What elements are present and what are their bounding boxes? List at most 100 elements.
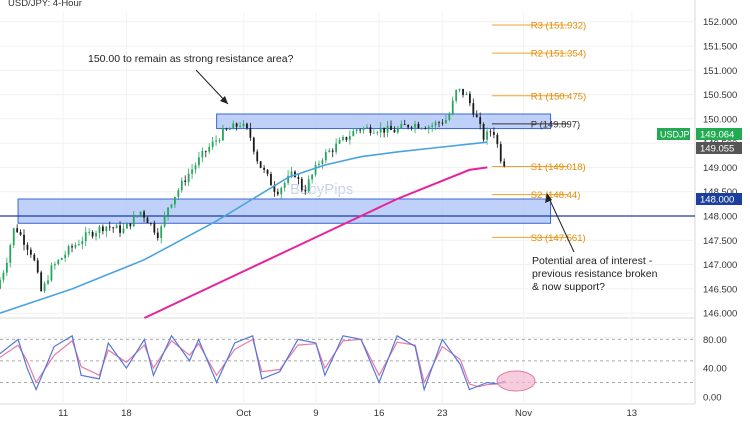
- candle-body: [108, 226, 111, 228]
- symbol-tag: [657, 128, 690, 140]
- candle-body: [390, 125, 392, 131]
- price-tick-label: 150.500: [703, 90, 737, 101]
- candle-body: [81, 241, 84, 245]
- zones: [0, 113, 695, 224]
- stoch-rsi-panel: [0, 334, 695, 392]
- candle-body: [23, 234, 25, 245]
- candle-body: [345, 136, 348, 140]
- candle-body: [16, 228, 19, 233]
- candle-body: [348, 136, 351, 140]
- candle-body: [9, 245, 12, 263]
- candle-body: [420, 128, 423, 129]
- bid-price-tag: [696, 142, 742, 154]
- candle-body: [458, 88, 461, 91]
- level-148-value: 148.000: [700, 195, 734, 206]
- candle-body: [29, 249, 32, 255]
- time-tick-label: 9: [313, 408, 318, 419]
- time-tick-label: 13: [627, 408, 638, 419]
- candle-body: [417, 123, 420, 129]
- ma-slow-line: [143, 166, 488, 319]
- candle-body: [146, 217, 149, 224]
- ma-fast-line: [0, 141, 488, 314]
- candle-body: [235, 123, 238, 127]
- pivot-label-s2: S2 (148.44): [531, 190, 581, 201]
- candle-body: [414, 123, 416, 128]
- time-axis: 11 18 Oct 9 16 23 Nov 13: [58, 408, 637, 419]
- candle-body: [191, 169, 193, 174]
- candle-body: [132, 216, 135, 227]
- candle-body: [77, 244, 80, 246]
- candle-body: [465, 93, 468, 95]
- candle-body: [482, 124, 485, 140]
- candle-body: [167, 207, 169, 216]
- candle-body: [273, 185, 276, 192]
- candle-body: [386, 125, 389, 133]
- candle-body: [33, 254, 36, 261]
- candle-body: [246, 123, 248, 129]
- pivot-label-r1: R1 (150.475): [531, 91, 586, 102]
- candle-body: [211, 141, 214, 147]
- candle-body: [383, 127, 386, 133]
- time-tick-label: 18: [121, 408, 132, 419]
- candle-body: [225, 128, 228, 130]
- candle-body: [208, 146, 211, 152]
- candle-body: [355, 129, 358, 132]
- candle-body: [441, 122, 444, 124]
- candle-body: [256, 151, 259, 162]
- candle-body: [119, 225, 121, 233]
- last-price-value: 149.064: [700, 130, 734, 141]
- candle-body: [95, 232, 97, 237]
- price-tick-label: 147.500: [703, 236, 737, 247]
- candle-body: [496, 134, 499, 145]
- level-148-tag: [696, 193, 742, 205]
- candle-body: [115, 225, 118, 229]
- candle-body: [393, 130, 396, 133]
- candle-body: [489, 131, 492, 133]
- candle-body: [318, 163, 320, 165]
- price-tick-label: 152.000: [703, 17, 737, 28]
- candle-body: [304, 190, 307, 192]
- candle-body: [126, 223, 128, 229]
- price-tick-label: 151.500: [703, 42, 737, 53]
- annotation-support-arrow: [547, 195, 575, 253]
- candle-body: [427, 126, 430, 129]
- candle-body: [338, 139, 341, 144]
- candle-body: [448, 114, 451, 121]
- candle-body: [177, 190, 180, 197]
- chart-title: USD/JPY: 4-Hour: [8, 0, 82, 9]
- candle-body: [71, 246, 73, 248]
- candle-body: [287, 175, 290, 183]
- candle-body: [0, 279, 1, 289]
- candle-body: [455, 90, 458, 101]
- candle-body: [396, 128, 399, 133]
- candle-body: [328, 150, 331, 153]
- pivot-label-p: P (149.897): [531, 119, 580, 130]
- candle-body: [366, 127, 368, 128]
- candle-body: [36, 260, 39, 273]
- annotation-support-line-2: previous resistance broken: [532, 268, 658, 280]
- pivot-label-s1: S1 (149.018): [531, 162, 586, 173]
- candle-body: [266, 169, 269, 174]
- candle-body: [26, 244, 29, 250]
- candle-body: [88, 232, 91, 233]
- candle-body: [400, 124, 403, 129]
- candle-body: [222, 128, 224, 141]
- stoch-k-line: [0, 334, 506, 392]
- candle-body: [280, 187, 283, 195]
- candle-body: [331, 150, 334, 152]
- stoch-tick-label: 80.00: [703, 335, 727, 346]
- candle-body: [101, 226, 104, 232]
- candle-body: [136, 215, 139, 217]
- time-tick-label: 16: [374, 408, 385, 419]
- price-tick-label: 146.000: [703, 309, 737, 320]
- moving-averages: [0, 141, 488, 319]
- candle-body: [204, 151, 207, 152]
- pivot-levels: R3 (151.932) R2 (151.354) R1 (150.475) P (1…: [491, 21, 586, 244]
- candle-body: [324, 152, 327, 161]
- oversold-highlight: [496, 370, 536, 392]
- price-axis: 152.000151.500151.000150.500150.000149.5…: [703, 17, 737, 403]
- candle-body: [122, 228, 125, 233]
- candle-body: [503, 161, 506, 167]
- candle-body: [438, 122, 440, 124]
- annotation-resistance: 150.00 to remain as strong resistance ar…: [88, 53, 294, 65]
